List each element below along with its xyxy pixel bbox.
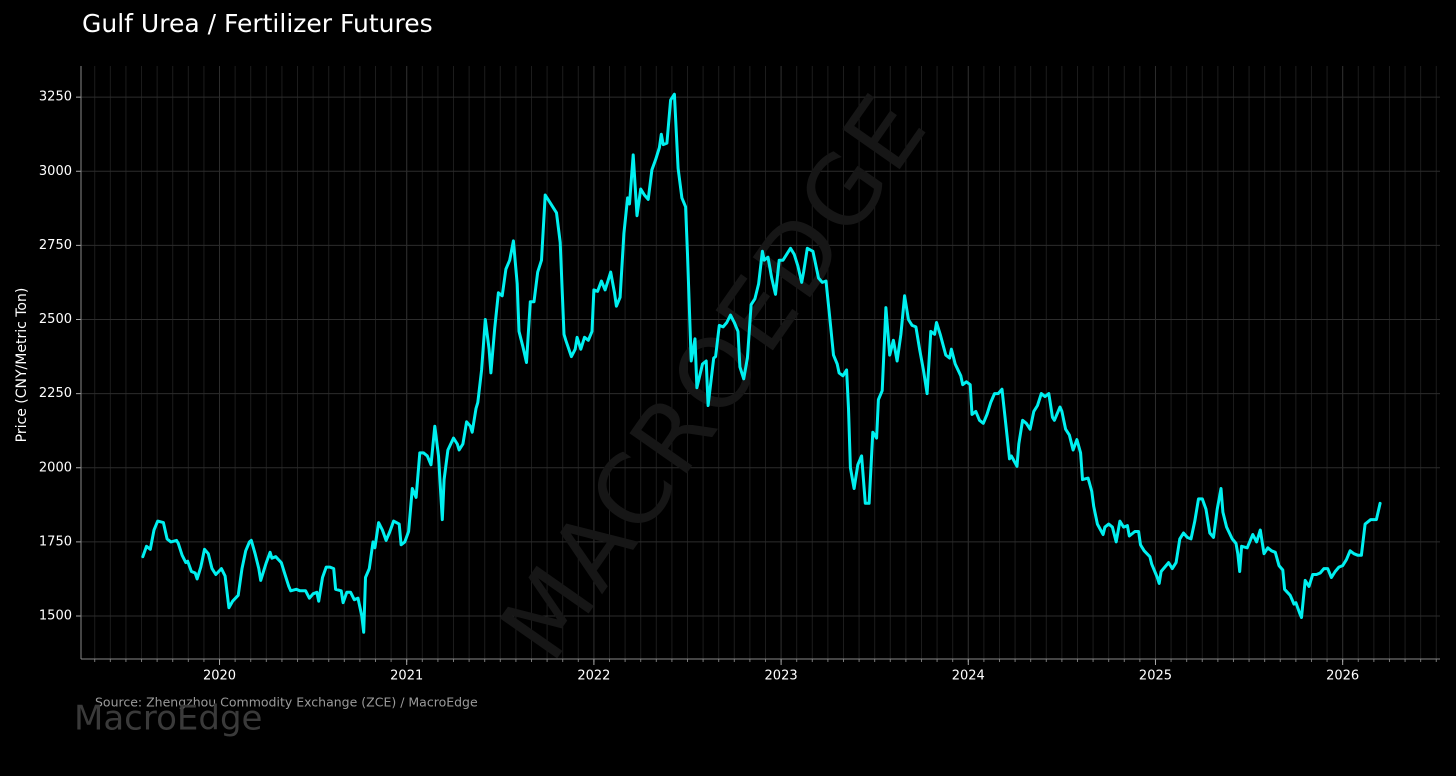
chart-title: Gulf Urea / Fertilizer Futures (82, 9, 433, 38)
y-tick-label: 2250 (39, 386, 72, 401)
grid-layer (81, 66, 1440, 659)
x-tick-label: 2021 (390, 669, 423, 684)
x-tick-label: 2025 (1139, 669, 1172, 684)
x-tick-label: 2023 (765, 669, 798, 684)
price-line (141, 92, 1382, 634)
x-tick-label: 2020 (203, 669, 236, 684)
y-tick-label: 2000 (39, 460, 72, 475)
y-axis-label: Price (CNY/Metric Ton) (14, 288, 30, 443)
y-tick-label: 3000 (39, 164, 72, 179)
source-note: Source: Zhengzhou Commodity Exchange (ZC… (95, 695, 478, 710)
brand-logo: MacroEdge (74, 699, 262, 739)
y-tick-label: 2500 (39, 312, 72, 327)
x-tick-label: 2026 (1326, 669, 1359, 684)
y-tick-label: 1750 (39, 534, 72, 549)
y-tick-label: 3250 (39, 90, 72, 105)
x-tick-label: 2024 (952, 669, 985, 684)
y-tick-label: 1500 (39, 609, 72, 624)
x-tick-label: 2022 (577, 669, 610, 684)
y-tick-label: 2750 (39, 238, 72, 253)
